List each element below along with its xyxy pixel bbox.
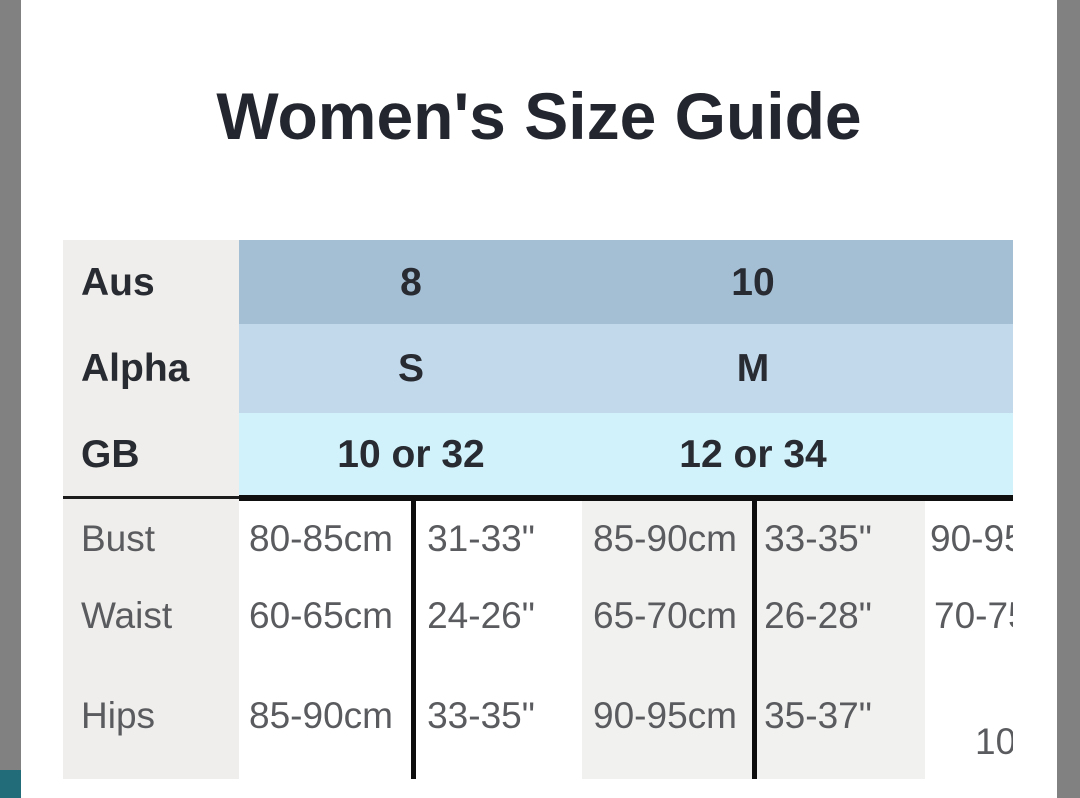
waist-in-size10: 26-28" [764,595,872,636]
hips-in-size8: 33-35" [427,695,535,736]
header-label-aus: Aus [81,261,155,304]
gb-size-10or32: 10 or 32 [337,433,485,476]
alpha-size-s: S [397,347,425,390]
bust-cm-size12-clipped: 90-95cm [930,518,1013,559]
right-edge-bar [1057,0,1080,798]
alpha-size-m: M [736,347,770,390]
teal-accent-block [0,770,21,798]
column-divider-size10 [752,501,757,779]
header-divider-line [239,495,1013,501]
bust-in-size8: 31-33" [427,518,535,559]
header-label-alpha: Alpha [81,347,190,390]
bust-in-size10: 33-35" [764,518,872,559]
aus-size-10: 10 [731,261,775,304]
header-label-gb: GB [81,433,140,476]
hips-cm-size10: 90-95cm [593,695,737,736]
aus-row-band [239,240,1013,324]
size-guide-table-inner: Aus 8 10 Alpha S M GB 10 or 32 12 or 34 … [63,240,1013,780]
header-divider-line-left [63,496,239,499]
page-title: Women's Size Guide [216,79,862,154]
waist-cm-size8: 60-65cm [249,595,393,636]
label-column-background [63,240,239,779]
waist-cm-size10: 65-70cm [593,595,737,636]
alpha-row-band [239,324,1013,413]
gb-size-12or34: 12 or 34 [679,433,827,476]
bust-cm-size10: 85-90cm [593,518,737,559]
hips-cm-size12-clipped: 100-105cm [975,721,1013,762]
gb-row-band [239,413,1013,495]
size-guide-table[interactable]: Aus 8 10 Alpha S M GB 10 or 32 12 or 34 … [63,240,1013,780]
row-label-hips: Hips [81,695,156,736]
hips-cm-size8: 85-90cm [249,695,393,736]
bust-cm-size8: 80-85cm [249,518,393,559]
aus-size-8: 8 [400,261,422,304]
waist-cm-size12-clipped: 70-75cm [934,595,1013,636]
hips-in-size10: 35-37" [764,695,872,736]
row-label-waist: Waist [81,595,173,636]
waist-in-size8: 24-26" [427,595,535,636]
row-label-bust: Bust [81,518,156,559]
left-edge-bar [0,0,21,798]
column-divider-size8 [411,501,416,779]
